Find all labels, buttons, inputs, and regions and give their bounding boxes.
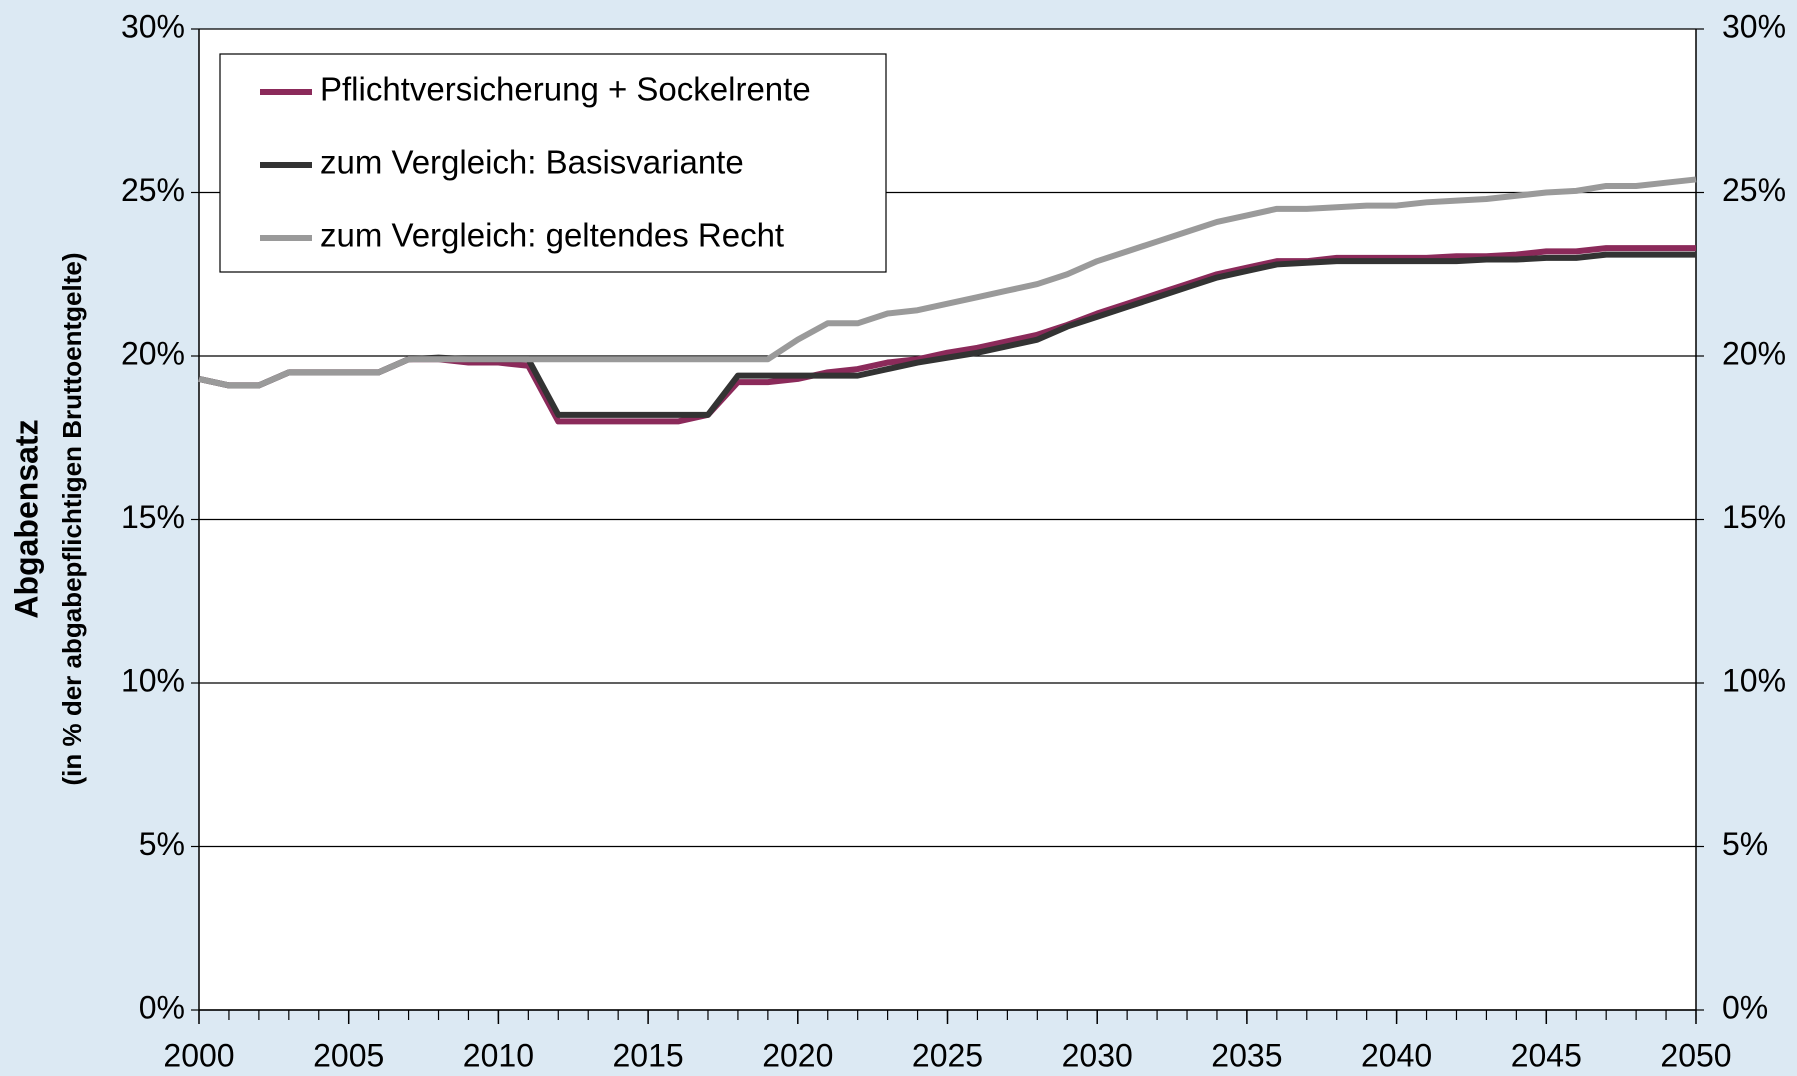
y-tick-label: 5%: [139, 826, 185, 862]
y-tick-label: 15%: [121, 499, 185, 535]
y2-tick-label: 0%: [1722, 989, 1768, 1025]
y-tick-label: 25%: [121, 172, 185, 208]
y2-tick-label: 5%: [1722, 826, 1768, 862]
legend-box: [219, 53, 887, 273]
y2-tick-label: 10%: [1722, 662, 1786, 698]
x-tick-label: 2020: [762, 1037, 833, 1073]
legend-label: zum Vergleich: Basisvariante: [320, 144, 744, 181]
y2-tick-label: 15%: [1722, 499, 1786, 535]
x-tick-label: 2040: [1361, 1037, 1432, 1073]
y-tick-label: 0%: [139, 989, 185, 1025]
line-series: [198, 176, 1697, 389]
y2-tick-label: 30%: [1722, 8, 1786, 44]
legend-label: Pflichtversicherung + Sockelrente: [320, 71, 811, 108]
y-axis-sublabel: (in % der abgabepflichtigen Bruttoentgel…: [57, 252, 87, 785]
y-tick-label: 10%: [121, 662, 185, 698]
legend-label: zum Vergleich: geltendes Recht: [320, 217, 784, 254]
y2-tick-label: 20%: [1722, 335, 1786, 371]
x-tick-label: 2045: [1511, 1037, 1582, 1073]
y2-tick-label: 25%: [1722, 172, 1786, 208]
x-tick-label: 2050: [1660, 1037, 1731, 1073]
x-tick-label: 2000: [163, 1037, 234, 1073]
x-tick-label: 2030: [1062, 1037, 1133, 1073]
x-tick-label: 2015: [613, 1037, 684, 1073]
x-tick-label: 2010: [463, 1037, 534, 1073]
y-tick-label: 30%: [121, 8, 185, 44]
x-tick-label: 2035: [1211, 1037, 1282, 1073]
x-tick-label: 2025: [912, 1037, 983, 1073]
x-tick-label: 2005: [313, 1037, 384, 1073]
y-axis-label: Abgabensatz: [8, 419, 44, 618]
y-tick-label: 20%: [121, 335, 185, 371]
